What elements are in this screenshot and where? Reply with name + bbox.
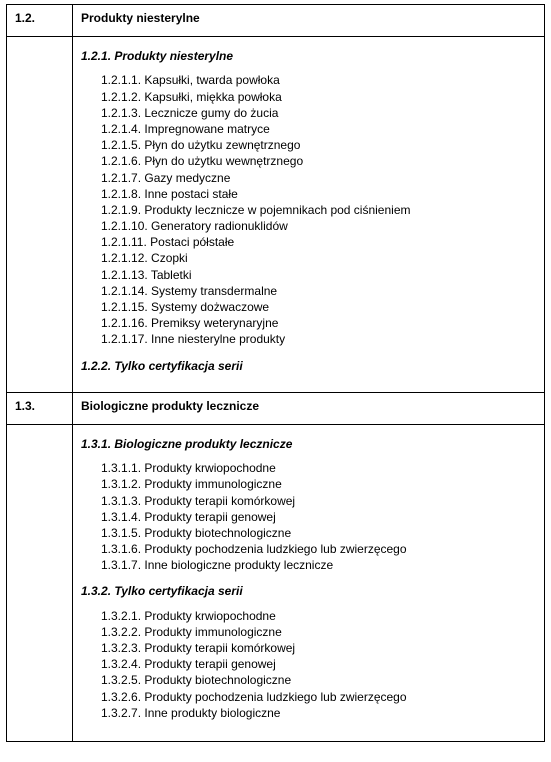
list-item: 1.3.2.2. Produkty immunologiczne	[101, 624, 536, 640]
list-item: 1.2.1.14. Systemy transdermalne	[101, 283, 536, 299]
list-item: 1.3.2.4. Produkty terapii genowej	[101, 656, 536, 672]
list-item: 1.3.1.7. Inne biologiczne produkty leczn…	[101, 557, 536, 573]
list-item: 1.3.2.5. Produkty biotechnologiczne	[101, 672, 536, 688]
list-item: 1.2.1.3. Lecznicze gumy do żucia	[101, 105, 536, 121]
list-item: 1.3.1.2. Produkty immunologiczne	[101, 476, 536, 492]
list-item: 1.2.1.7. Gazy medyczne	[101, 170, 536, 186]
subsection-heading: 1.2.1. Produkty niesterylne	[81, 48, 536, 64]
item-list: 1.2.1.1. Kapsułki, twarda powłoka1.2.1.2…	[101, 72, 536, 347]
list-item: 1.3.1.5. Produkty biotechnologiczne	[101, 525, 536, 541]
section-number-cell: 1.3.	[7, 392, 73, 424]
section-body-row: 1.3.1. Biologiczne produkty lecznicze 1.3…	[7, 424, 545, 741]
list-item: 1.2.1.12. Czopki	[101, 250, 536, 266]
list-item: 1.3.2.7. Inne produkty biologiczne	[101, 705, 536, 721]
item-list: 1.3.2.1. Produkty krwiopochodne1.3.2.2. …	[101, 608, 536, 721]
list-item: 1.2.1.2. Kapsułki, miękka powłoka	[101, 89, 536, 105]
document-table: 1.2. Produkty niesterylne 1.2.1. Produkty …	[6, 4, 545, 742]
list-item: 1.3.1.4. Produkty terapii genowej	[101, 509, 536, 525]
section-number-cell: 1.2.	[7, 5, 73, 37]
list-item: 1.2.1.8. Inne postaci stałe	[101, 186, 536, 202]
section-body-gutter	[7, 37, 73, 393]
list-item: 1.2.1.4. Impregnowane matryce	[101, 121, 536, 137]
subsection-heading: 1.2.2. Tylko certyfikacja serii	[81, 358, 536, 374]
section-number: 1.3.	[15, 399, 35, 413]
list-item: 1.3.2.6. Produkty pochodzenia ludzkiego …	[101, 689, 536, 705]
list-item: 1.2.1.1. Kapsułki, twarda powłoka	[101, 72, 536, 88]
section-body-row: 1.2.1. Produkty niesterylne 1.2.1.1. Kaps…	[7, 37, 545, 393]
section-title: Biologiczne produkty lecznicze	[81, 399, 259, 413]
section-title: Produkty niesterylne	[81, 11, 200, 25]
section-header-row: 1.2. Produkty niesterylne	[7, 5, 545, 37]
item-list: 1.3.1.1. Produkty krwiopochodne1.3.1.2. …	[101, 460, 536, 573]
subsection-heading: 1.3.2. Tylko certyfikacja serii	[81, 583, 536, 599]
list-item: 1.2.1.11. Postaci półstałe	[101, 234, 536, 250]
list-item: 1.3.2.1. Produkty krwiopochodne	[101, 608, 536, 624]
list-item: 1.3.2.3. Produkty terapii komórkowej	[101, 640, 536, 656]
page: 1.2. Produkty niesterylne 1.2.1. Produkty …	[0, 0, 551, 762]
list-item: 1.2.1.17. Inne niesterylne produkty	[101, 331, 536, 347]
section-body-cell: 1.3.1. Biologiczne produkty lecznicze 1.3…	[73, 424, 545, 741]
section-body-gutter	[7, 424, 73, 741]
list-item: 1.2.1.10. Generatory radionuklidów	[101, 218, 536, 234]
section-header-row: 1.3. Biologiczne produkty lecznicze	[7, 392, 545, 424]
section-title-cell: Produkty niesterylne	[73, 5, 545, 37]
section-number: 1.2.	[15, 11, 35, 25]
list-item: 1.3.1.1. Produkty krwiopochodne	[101, 460, 536, 476]
section-title-cell: Biologiczne produkty lecznicze	[73, 392, 545, 424]
section-body-cell: 1.2.1. Produkty niesterylne 1.2.1.1. Kaps…	[73, 37, 545, 393]
list-item: 1.2.1.5. Płyn do użytku zewnętrznego	[101, 137, 536, 153]
list-item: 1.2.1.6. Płyn do użytku wewnętrznego	[101, 153, 536, 169]
list-item: 1.2.1.9. Produkty lecznicze w pojemnikac…	[101, 202, 536, 218]
list-item: 1.2.1.13. Tabletki	[101, 267, 536, 283]
list-item: 1.2.1.15. Systemy dożwaczowe	[101, 299, 536, 315]
subsection-heading: 1.3.1. Biologiczne produkty lecznicze	[81, 436, 536, 452]
list-item: 1.3.1.3. Produkty terapii komórkowej	[101, 493, 536, 509]
list-item: 1.3.1.6. Produkty pochodzenia ludzkiego …	[101, 541, 536, 557]
list-item: 1.2.1.16. Premiksy weterynaryjne	[101, 315, 536, 331]
